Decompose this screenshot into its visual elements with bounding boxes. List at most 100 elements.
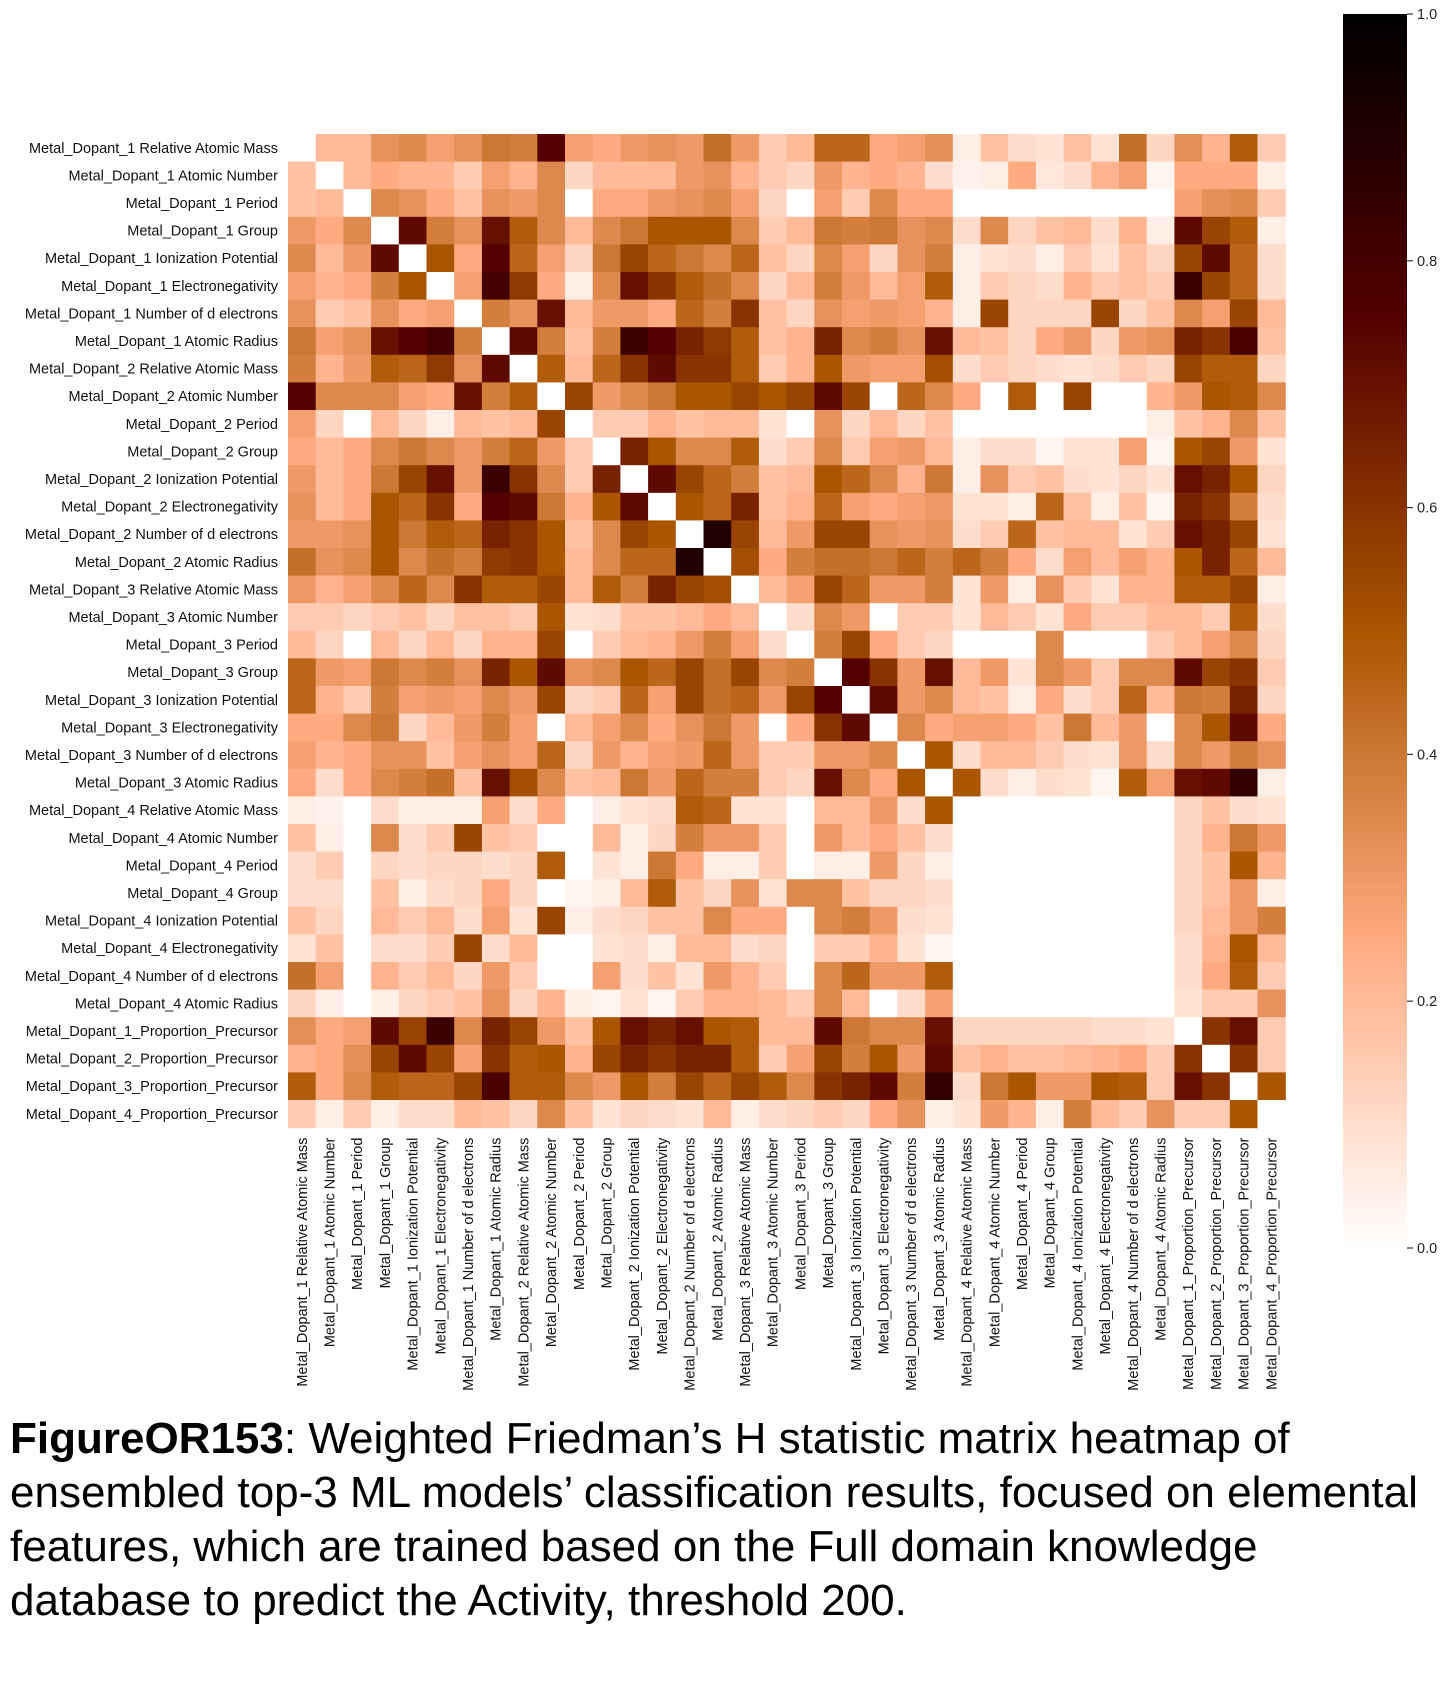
heatmap-cell (288, 1100, 317, 1129)
heatmap-cell (842, 134, 871, 163)
heatmap-cell (952, 686, 982, 715)
heatmap-cell (315, 1072, 344, 1101)
colorbar-segment (1343, 291, 1407, 299)
colorbar-segment (1343, 705, 1407, 712)
heatmap-cell (1091, 134, 1120, 163)
heatmap-cell (454, 465, 483, 494)
colorbar-segment (1343, 470, 1407, 478)
heatmap-cell (509, 354, 538, 383)
heatmap-cell (842, 851, 871, 880)
heatmap-cell (675, 686, 705, 715)
heatmap-cell (537, 382, 566, 411)
colorbar-segment (1343, 717, 1407, 725)
heatmap-cell (1174, 161, 1203, 190)
heatmap-cell (592, 934, 621, 963)
heatmap-cell (952, 492, 982, 521)
heatmap-cell (814, 1044, 843, 1073)
heatmap-cell (1257, 189, 1286, 218)
heatmap-cell (869, 713, 898, 742)
row-tick-label: Metal_Dopant_4 Atomic Radius (75, 996, 278, 1012)
heatmap-cell (509, 327, 538, 356)
heatmap-cell (952, 824, 982, 853)
row-tick-label: Metal_Dopant_4 Ionization Potential (45, 914, 278, 930)
heatmap-cell (814, 299, 843, 328)
row-tick-label: Metal_Dopant_2 Atomic Radius (75, 555, 278, 571)
heatmap-cell (869, 189, 898, 218)
heatmap-cell (398, 465, 428, 494)
heatmap-cell (980, 575, 1009, 604)
heatmap-cell (1119, 575, 1148, 604)
heatmap-cell (509, 630, 538, 659)
heatmap-cell (1008, 824, 1037, 853)
colorbar-segment (1343, 593, 1407, 601)
heatmap-cell (343, 686, 372, 715)
heatmap-cell (398, 686, 428, 715)
heatmap-cell (1229, 962, 1259, 991)
heatmap-cell (454, 962, 483, 991)
heatmap-cell (1063, 630, 1092, 659)
heatmap-cell (786, 824, 815, 853)
heatmap-cell (897, 962, 926, 991)
heatmap-cell (1146, 686, 1175, 715)
heatmap-cell (565, 989, 594, 1018)
heatmap-cell (1091, 796, 1120, 825)
heatmap-cell (592, 161, 621, 190)
heatmap-cell (1008, 382, 1037, 411)
heatmap-cell (1063, 603, 1092, 632)
heatmap-cell (897, 520, 926, 549)
heatmap-cell (426, 575, 455, 604)
heatmap-cell (786, 1017, 815, 1046)
heatmap-cell (343, 161, 372, 190)
heatmap-cell (620, 658, 649, 687)
heatmap-cell (592, 658, 621, 687)
colorbar-segment (1343, 1106, 1407, 1113)
heatmap-cell (288, 244, 317, 273)
heatmap-cell (786, 630, 815, 659)
heatmap-cell (842, 492, 871, 521)
heatmap-cell (731, 382, 760, 411)
heatmap-cell (703, 520, 732, 549)
heatmap-cell (952, 465, 982, 494)
heatmap-cell (1035, 161, 1065, 190)
heatmap-cell (1008, 410, 1037, 439)
column-tick-label: Metal_Dopant_1 Atomic Radius (489, 1138, 505, 1341)
heatmap-cell (1119, 354, 1148, 383)
heatmap-cell (620, 713, 649, 742)
column-tick-label: Metal_Dopant_2 Relative Atomic Mass (516, 1138, 532, 1387)
heatmap-cell (1202, 272, 1231, 301)
heatmap-cell (1146, 161, 1175, 190)
heatmap-cell (1146, 934, 1175, 963)
heatmap-cell (1008, 658, 1037, 687)
heatmap-cell (454, 796, 483, 825)
heatmap-cell (980, 879, 1009, 908)
heatmap-cell (703, 686, 732, 715)
colorbar-segment (1343, 279, 1407, 286)
heatmap-cell (537, 603, 566, 632)
heatmap-cell (814, 1072, 843, 1101)
heatmap-cell (1119, 382, 1148, 411)
colorbar-segment (1343, 692, 1407, 700)
heatmap-cell (1202, 520, 1231, 549)
colorbar-segment (1343, 421, 1407, 428)
colorbar-segment (1343, 174, 1407, 182)
heatmap-cell (1229, 216, 1259, 245)
heatmap-cell (1146, 575, 1175, 604)
heatmap-cell (814, 1017, 843, 1046)
heatmap-cell (648, 520, 677, 549)
heatmap-cell (1008, 161, 1037, 190)
heatmap-cell (1146, 989, 1175, 1018)
colorbar-segment (1343, 1013, 1407, 1021)
row-tick-label: Metal_Dopant_2 Relative Atomic Mass (29, 362, 278, 378)
heatmap-cell (758, 768, 788, 797)
heatmap-cell (398, 1017, 428, 1046)
heatmap-cell (454, 492, 483, 521)
heatmap-cell (1202, 299, 1231, 328)
heatmap-cell (1174, 768, 1203, 797)
heatmap-cell (537, 962, 566, 991)
heatmap-cell (842, 548, 871, 577)
heatmap-cell (1202, 575, 1231, 604)
heatmap-cell (343, 906, 372, 935)
heatmap-cell (1146, 768, 1175, 797)
colorbar-segment (1343, 260, 1407, 268)
heatmap-cell (814, 686, 843, 715)
